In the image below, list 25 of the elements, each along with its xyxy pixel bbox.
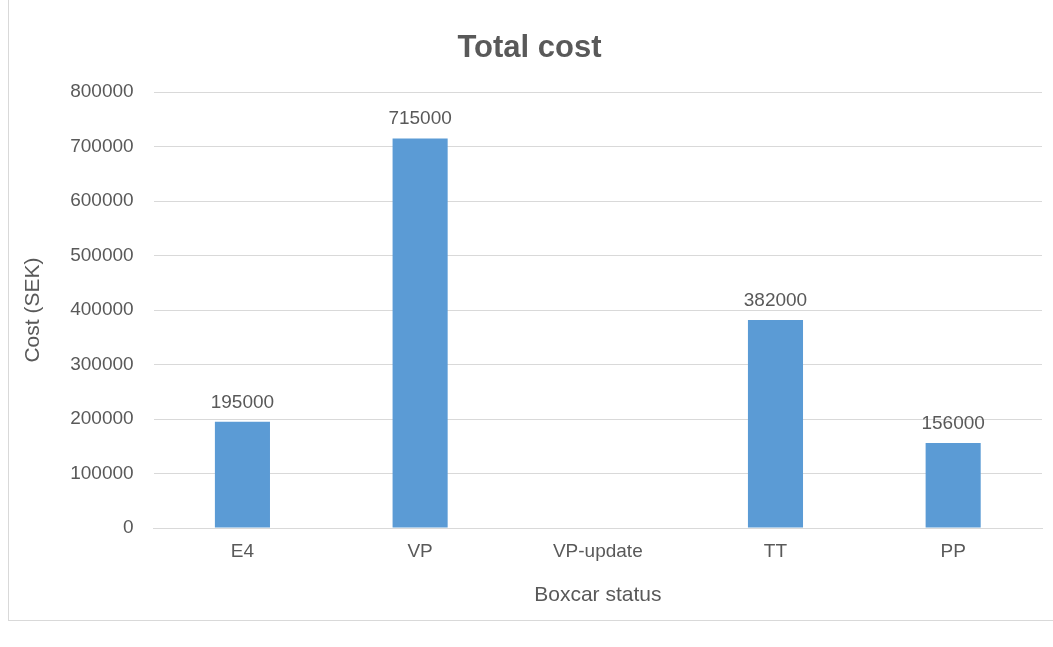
y-tick-label: 400000	[70, 298, 134, 320]
y-axis-title: Cost (SEK)	[20, 257, 44, 363]
chart-title: Total cost	[457, 29, 602, 65]
bar	[925, 443, 981, 528]
x-axis-title: Boxcar status	[534, 582, 662, 606]
x-tick-label: E4	[230, 539, 255, 561]
data-label: 382000	[743, 288, 808, 310]
data-label: 156000	[921, 411, 985, 433]
x-tick-label: PP	[940, 539, 966, 561]
bar	[214, 421, 270, 528]
y-tick-label: 800000	[70, 80, 134, 102]
data-label: 195000	[210, 390, 275, 412]
y-tick-label: 0	[123, 516, 134, 538]
y-tick-label: 300000	[70, 352, 134, 374]
x-tick-label: VP	[407, 539, 433, 561]
y-tick-label: 200000	[70, 407, 134, 429]
y-tick-label: 100000	[70, 461, 134, 483]
y-tick-label: 700000	[70, 134, 134, 156]
x-tick-label: TT	[763, 539, 788, 561]
bar	[747, 319, 804, 528]
y-tick-label: 500000	[70, 243, 134, 265]
x-tick-label: VP-update	[552, 539, 643, 561]
bar	[392, 138, 448, 528]
y-tick-label: 600000	[70, 189, 134, 211]
data-label: 715000	[388, 107, 452, 129]
